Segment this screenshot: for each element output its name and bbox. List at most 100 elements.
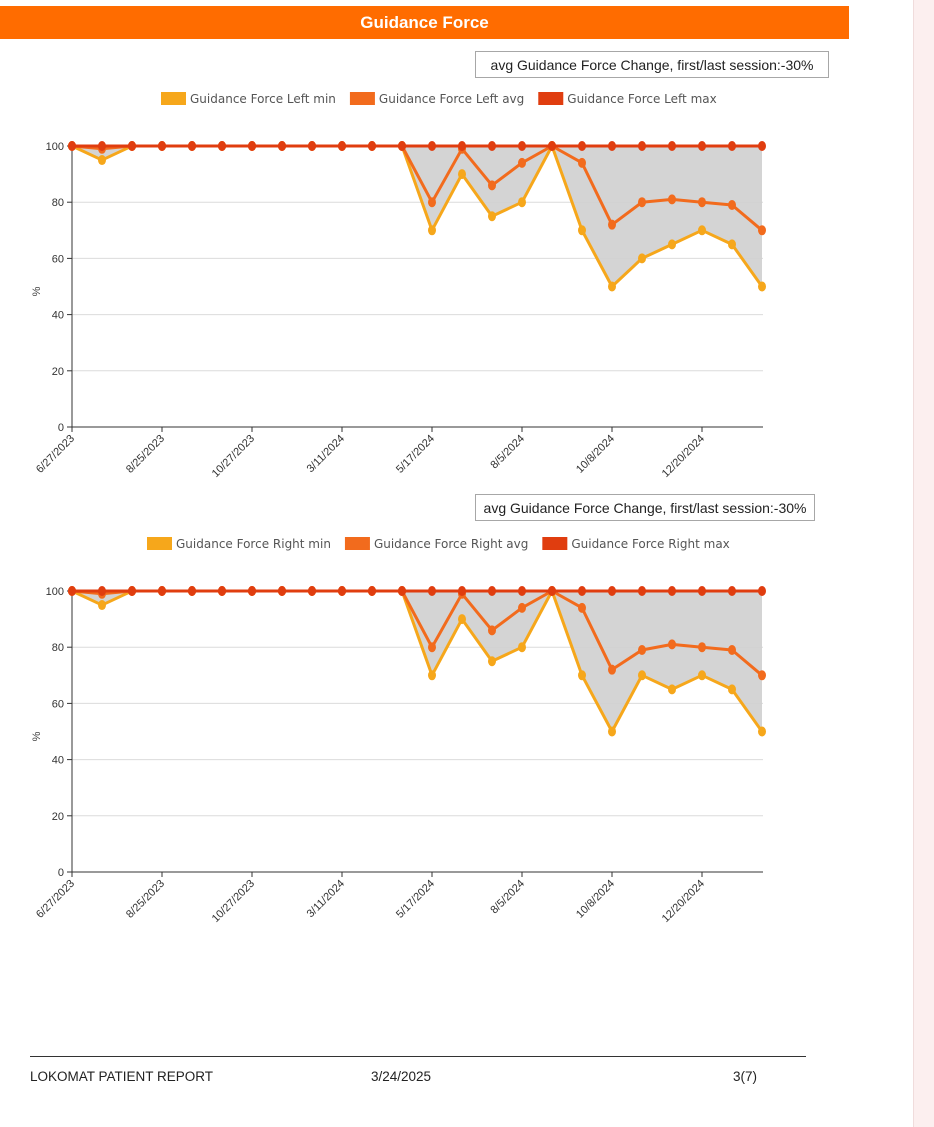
data-point-left-avg-15: [518, 157, 526, 168]
x-tick-label-right-1: 8/25/2023: [124, 878, 167, 921]
data-point-right-max-14: [488, 586, 496, 596]
data-point-right-min-13: [458, 614, 466, 625]
data-point-right-max-9: [338, 586, 346, 596]
data-point-left-min-17: [578, 225, 586, 236]
data-point-left-max-2: [128, 141, 136, 151]
legend-label-right-avg: Guidance Force Right avg: [374, 537, 528, 551]
data-point-left-avg-12: [428, 197, 436, 208]
data-point-right-min-1: [98, 600, 106, 611]
data-point-right-avg-15: [518, 602, 526, 613]
data-point-left-min-20: [668, 239, 676, 250]
data-point-left-max-5: [218, 141, 226, 151]
data-point-right-max-22: [728, 586, 736, 596]
data-point-left-max-17: [578, 141, 586, 151]
x-tick-label-left-0: 6/27/2023: [34, 433, 77, 476]
data-point-right-avg-14: [488, 625, 496, 636]
x-tick-label-left-3: 3/11/2024: [305, 433, 348, 476]
y-tick-label-right-40: 40: [52, 755, 64, 767]
footer-report-title: LOKOMAT PATIENT REPORT: [30, 1069, 214, 1084]
x-tick-label-left-4: 5/17/2024: [394, 433, 437, 476]
y-tick-label-left-80: 80: [52, 197, 64, 209]
data-point-right-min-17: [578, 670, 586, 681]
data-point-right-avg-17: [578, 602, 586, 613]
data-point-left-max-21: [698, 141, 706, 151]
data-point-right-min-15: [518, 642, 526, 653]
data-point-left-min-21: [698, 225, 706, 236]
data-point-right-max-5: [218, 586, 226, 596]
data-point-right-min-20: [668, 684, 676, 695]
data-point-right-max-23: [758, 586, 766, 596]
data-point-right-max-10: [368, 586, 376, 596]
data-point-right-max-19: [638, 586, 646, 596]
legend-label-left-min: Guidance Force Left min: [190, 92, 336, 106]
footer-date: 3/24/2025: [371, 1069, 432, 1084]
x-tick-label-left-2: 10/27/2023: [210, 433, 257, 480]
data-point-left-max-23: [758, 141, 766, 151]
legend-swatch-right-min: [147, 537, 172, 550]
data-point-right-max-15: [518, 586, 526, 596]
x-tick-label-left-6: 10/8/2024: [574, 433, 617, 476]
data-point-left-min-18: [608, 281, 616, 292]
data-point-left-min-23: [758, 281, 766, 292]
y-tick-label-right-80: 80: [52, 642, 64, 654]
data-point-left-max-12: [428, 141, 436, 151]
summary-text-right: avg Guidance Force Change, first/last se…: [483, 499, 807, 516]
data-point-right-max-6: [248, 586, 256, 596]
y-tick-label-left-20: 20: [52, 366, 64, 378]
y-tick-label-left-0: 0: [58, 422, 64, 434]
legend-label-left-max: Guidance Force Left max: [567, 92, 716, 106]
x-tick-label-right-5: 8/5/2024: [488, 878, 527, 917]
data-point-left-max-19: [638, 141, 646, 151]
page-edge-strip: [914, 0, 934, 1127]
legend-swatch-left-avg: [349, 92, 375, 105]
data-point-right-max-12: [428, 586, 436, 596]
data-point-right-max-18: [608, 586, 616, 596]
data-point-right-max-4: [188, 586, 196, 596]
data-point-left-max-8: [308, 141, 316, 151]
data-point-left-max-6: [248, 141, 256, 151]
data-point-right-max-3: [158, 586, 166, 596]
legend-label-right-max: Guidance Force Right max: [571, 537, 729, 551]
data-point-left-min-15: [518, 197, 526, 208]
data-point-right-avg-19: [638, 645, 646, 656]
data-point-right-avg-23: [758, 670, 766, 681]
x-tick-label-left-5: 8/5/2024: [488, 433, 527, 472]
data-point-left-avg-22: [728, 200, 736, 211]
range-band-left: [72, 146, 762, 287]
y-tick-label-left-60: 60: [52, 253, 64, 265]
range-band-right: [72, 591, 762, 732]
summary-box-left: avg Guidance Force Change, first/last se…: [475, 51, 829, 78]
data-point-left-max-11: [398, 141, 406, 151]
x-tick-label-right-2: 10/27/2023: [210, 878, 257, 925]
data-point-left-avg-14: [488, 180, 496, 191]
data-point-left-max-13: [458, 141, 466, 151]
data-point-right-max-2: [128, 586, 136, 596]
y-tick-label-right-20: 20: [52, 811, 64, 823]
data-point-right-avg-20: [668, 639, 676, 650]
data-point-left-max-9: [338, 141, 346, 151]
data-point-right-max-13: [458, 586, 466, 596]
legend-swatch-left-max: [538, 92, 564, 105]
data-point-left-min-22: [728, 239, 736, 250]
y-tick-label-left-40: 40: [52, 310, 64, 322]
data-point-left-max-18: [608, 141, 616, 151]
data-point-right-min-12: [428, 670, 436, 681]
y-tick-label-right-60: 60: [52, 698, 64, 710]
summary-text-left: avg Guidance Force Change, first/last se…: [490, 56, 814, 73]
section-title: Guidance Force: [360, 12, 489, 32]
data-point-right-avg-22: [728, 645, 736, 656]
data-point-left-max-0: [68, 141, 76, 151]
data-point-left-max-1: [98, 141, 106, 151]
data-point-right-min-22: [728, 684, 736, 695]
data-point-left-min-14: [488, 211, 496, 222]
x-tick-label-right-3: 3/11/2024: [305, 878, 348, 921]
legend-swatch-left-min: [161, 92, 186, 105]
legend-label-right-min: Guidance Force Right min: [176, 537, 331, 551]
y-tick-label-right-0: 0: [58, 867, 64, 879]
summary-box-right: avg Guidance Force Change, first/last se…: [475, 494, 815, 521]
data-point-left-max-3: [158, 141, 166, 151]
data-point-left-min-12: [428, 225, 436, 236]
x-tick-label-right-4: 5/17/2024: [394, 878, 437, 921]
data-point-left-avg-17: [578, 157, 586, 168]
data-point-left-max-15: [518, 141, 526, 151]
